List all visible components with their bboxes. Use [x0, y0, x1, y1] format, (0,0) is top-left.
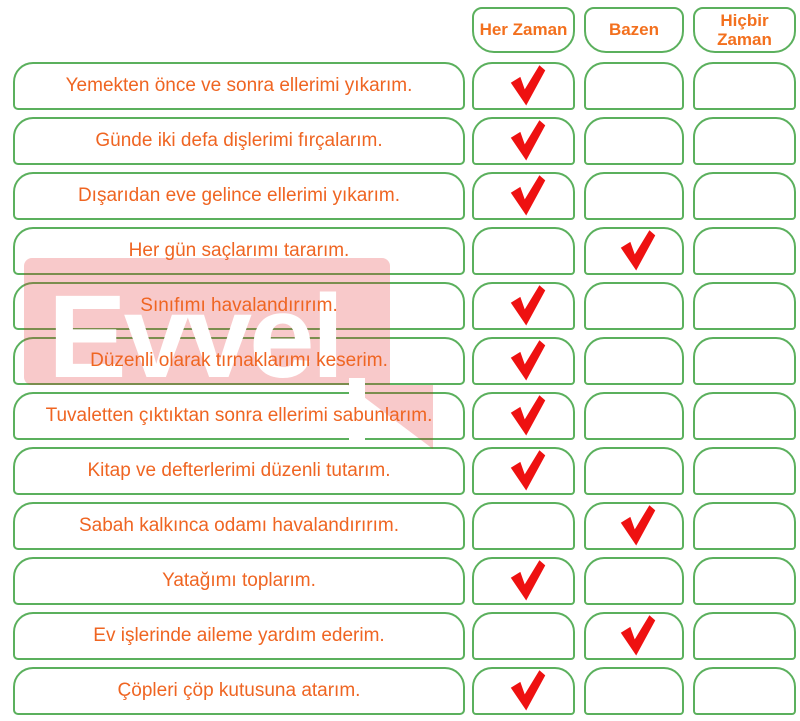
habit-label-box: Her gün saçlarımı tararım.	[13, 227, 465, 275]
habit-label: Dışarıdan eve gelince ellerimi yıkarım.	[77, 185, 401, 206]
habit-row: Düzenli olarak tırnaklarımı keserim.	[13, 337, 800, 385]
cell-hicbir-zaman[interactable]	[693, 392, 796, 440]
header-label: Hiçbir Zaman	[717, 10, 772, 49]
cell-hicbir-zaman[interactable]	[693, 612, 796, 660]
habit-table-body: Yemekten önce ve sonra ellerimi yıkarım.…	[13, 62, 800, 715]
watermark-letter-bar	[349, 378, 365, 443]
habit-label-box: Çöpleri çöp kutusuna atarım.	[13, 667, 465, 715]
cell-bazen[interactable]	[584, 227, 684, 275]
habit-label-box: Tuvaletten çıktıktan sonra ellerimi sabu…	[13, 392, 465, 440]
watermark-speech-bubble	[24, 258, 390, 385]
cell-bazen[interactable]	[584, 62, 684, 110]
cell-bazen[interactable]	[584, 502, 684, 550]
cell-bazen[interactable]	[584, 392, 684, 440]
cell-bazen[interactable]	[584, 337, 684, 385]
cell-her-zaman[interactable]	[472, 282, 575, 330]
habit-row: Günde iki defa dişlerimi fırçalarım.	[13, 117, 800, 165]
header-her-zaman: Her Zaman	[472, 7, 575, 53]
header-label: Her Zaman	[479, 20, 568, 40]
header-hicbir-zaman: Hiçbir Zaman	[693, 7, 796, 53]
cell-bazen[interactable]	[584, 612, 684, 660]
habit-row: Sabah kalkınca odamı havalandırırım.	[13, 502, 800, 550]
cell-hicbir-zaman[interactable]	[693, 282, 796, 330]
cell-her-zaman[interactable]	[472, 62, 575, 110]
cell-bazen[interactable]	[584, 282, 684, 330]
checkmark-icon	[510, 284, 545, 326]
habit-label: Sınıfımı havalandırırım.	[140, 295, 338, 316]
checkmark-icon	[510, 174, 545, 216]
habit-label: Tuvaletten çıktıktan sonra ellerimi sabu…	[45, 405, 433, 426]
cell-her-zaman[interactable]	[472, 227, 575, 275]
cell-hicbir-zaman[interactable]	[693, 557, 796, 605]
checkmark-icon	[510, 669, 545, 711]
cell-her-zaman[interactable]	[472, 502, 575, 550]
cell-bazen[interactable]	[584, 557, 684, 605]
cell-hicbir-zaman[interactable]	[693, 447, 796, 495]
checkmark-icon	[510, 64, 545, 106]
habit-label: Çöpleri çöp kutusuna atarım.	[117, 680, 361, 701]
habit-row: Sınıfımı havalandırırım.	[13, 282, 800, 330]
header-spacer	[13, 7, 465, 53]
cell-her-zaman[interactable]	[472, 337, 575, 385]
habit-row: Yemekten önce ve sonra ellerimi yıkarım.	[13, 62, 800, 110]
cell-hicbir-zaman[interactable]	[693, 62, 796, 110]
habit-label-box: Sabah kalkınca odamı havalandırırım.	[13, 502, 465, 550]
cell-her-zaman[interactable]	[472, 557, 575, 605]
habit-label: Yemekten önce ve sonra ellerimi yıkarım.	[65, 75, 413, 96]
checkmark-icon	[620, 614, 656, 656]
habit-label: Kitap ve defterlerimi düzenli tutarım.	[87, 460, 391, 481]
cell-her-zaman[interactable]	[472, 172, 575, 220]
watermark-primary-text: Evvel	[48, 271, 344, 403]
checkmark-icon	[510, 339, 545, 381]
habit-label-box: Günde iki defa dişlerimi fırçalarım.	[13, 117, 465, 165]
habit-label: Düzenli olarak tırnaklarımı keserim.	[90, 350, 388, 371]
habit-label-box: Yemekten önce ve sonra ellerimi yıkarım.	[13, 62, 465, 110]
habit-row: Ev işlerinde aileme yardım ederim.	[13, 612, 800, 660]
habit-row: Yatağımı toplarım.	[13, 557, 800, 605]
habit-label-box: Dışarıdan eve gelince ellerimi yıkarım.	[13, 172, 465, 220]
cell-her-zaman[interactable]	[472, 392, 575, 440]
cell-bazen[interactable]	[584, 172, 684, 220]
habit-row: Çöpleri çöp kutusuna atarım.	[13, 667, 800, 715]
checkmark-icon	[620, 504, 656, 546]
cell-hicbir-zaman[interactable]	[693, 117, 796, 165]
cell-hicbir-zaman[interactable]	[693, 502, 796, 550]
cell-hicbir-zaman[interactable]	[693, 667, 796, 715]
habit-label-box: Düzenli olarak tırnaklarımı keserim.	[13, 337, 465, 385]
habit-label: Ev işlerinde aileme yardım ederim.	[93, 625, 385, 646]
habit-label: Sabah kalkınca odamı havalandırırım.	[78, 515, 399, 536]
cell-hicbir-zaman[interactable]	[693, 227, 796, 275]
habit-label-box: Sınıfımı havalandırırım.	[13, 282, 465, 330]
checkmark-icon	[510, 119, 545, 161]
habit-label-box: Yatağımı toplarım.	[13, 557, 465, 605]
header-label: Bazen	[608, 20, 660, 40]
habit-label: Her gün saçlarımı tararım.	[128, 240, 350, 261]
table-header: Her Zaman Bazen Hiçbir Zaman	[13, 7, 800, 53]
habit-label: Yatağımı toplarım.	[162, 570, 316, 591]
cell-her-zaman[interactable]	[472, 667, 575, 715]
cell-bazen[interactable]	[584, 117, 684, 165]
habit-row: Tuvaletten çıktıktan sonra ellerimi sabu…	[13, 392, 800, 440]
checkmark-icon	[510, 559, 545, 601]
habit-row: Dışarıdan eve gelince ellerimi yıkarım.	[13, 172, 800, 220]
cell-her-zaman[interactable]	[472, 612, 575, 660]
cell-her-zaman[interactable]	[472, 117, 575, 165]
habit-label-box: Ev işlerinde aileme yardım ederim.	[13, 612, 465, 660]
cell-hicbir-zaman[interactable]	[693, 337, 796, 385]
checkmark-icon	[620, 229, 656, 271]
cell-bazen[interactable]	[584, 447, 684, 495]
checkmark-icon	[510, 449, 545, 491]
habit-label-box: Kitap ve defterlerimi düzenli tutarım.	[13, 447, 465, 495]
cell-bazen[interactable]	[584, 667, 684, 715]
habit-label: Günde iki defa dişlerimi fırçalarım.	[95, 130, 383, 151]
checkmark-icon	[510, 394, 545, 436]
habit-row: Her gün saçlarımı tararım.	[13, 227, 800, 275]
cell-hicbir-zaman[interactable]	[693, 172, 796, 220]
header-bazen: Bazen	[584, 7, 684, 53]
habit-row: Kitap ve defterlerimi düzenli tutarım.	[13, 447, 800, 495]
cell-her-zaman[interactable]	[472, 447, 575, 495]
